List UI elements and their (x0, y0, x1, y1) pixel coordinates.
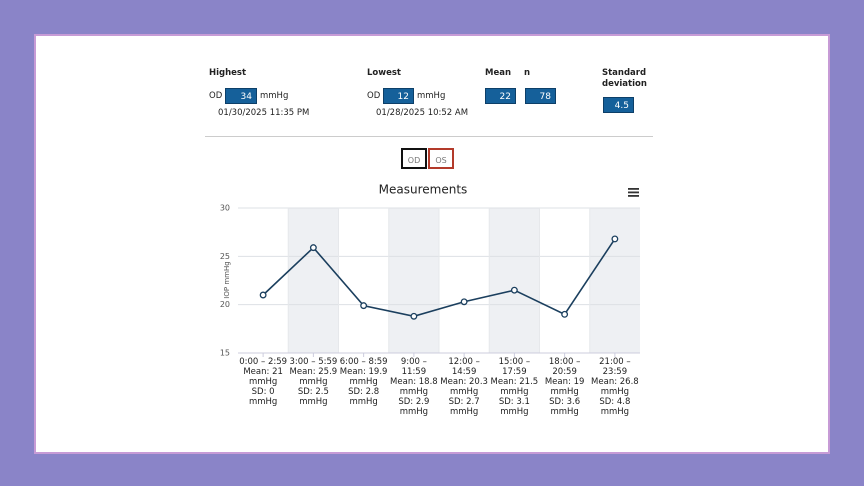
point (259, 291, 267, 299)
point (410, 312, 418, 320)
category-detail: SD: 2.8 mmHg (348, 387, 380, 407)
category-detail: SD: 3.6 mmHg (549, 397, 581, 417)
category-detail-box: Mean: 25.9 mmHg (288, 367, 338, 387)
menu-bar (628, 195, 639, 197)
category-detail: Mean: 21.5 mmHg (490, 377, 539, 397)
point (360, 302, 368, 310)
stat-label: n (524, 68, 531, 78)
stat-label: Highest (209, 68, 247, 78)
x-tick-label: 3:00 – 5:59 (289, 357, 338, 367)
y-tick-label: 30 (220, 204, 230, 213)
category-detail-box: SD: 4.8 mmHg (590, 397, 640, 417)
category-detail: SD: 0 mmHg (248, 387, 278, 407)
category-detail-box: SD: 2.9 mmHg (389, 397, 439, 417)
x-tick-label: 15:00 – 17:59 (498, 357, 531, 377)
x-tick-label: 9:00 – 11:59 (400, 357, 427, 377)
category-detail: Mean: 20.3 mmHg (440, 377, 488, 397)
menu-bar (628, 188, 639, 190)
x-tick-label: 18:00 – 20:59 (548, 357, 581, 377)
eye-label: OD (209, 91, 223, 101)
y-tick-label: 25 (220, 252, 230, 261)
stat-label: Standard deviation (602, 68, 647, 89)
point (611, 235, 619, 243)
point (561, 310, 569, 318)
category-detail: SD: 2.5 mmHg (297, 387, 329, 407)
category-detail: Mean: 18.8 mmHg (390, 377, 438, 397)
x-tick-label: 12:00 – 14:59 (448, 357, 480, 377)
category-detail-box: Mean: 21.5 mmHg (489, 377, 539, 397)
unit: mmHg (260, 91, 289, 101)
category-detail-box: Mean: 21 mmHg (238, 367, 288, 387)
y-tick-label: 20 (220, 300, 230, 309)
category-detail-box: Mean: 18.8 mmHg (389, 377, 439, 397)
x-tick-label: 21:00 – 23:59 (599, 357, 631, 377)
band-shade (288, 208, 339, 353)
point (309, 244, 317, 252)
category-detail: SD: 3.1 mmHg (498, 397, 530, 417)
line (262, 238, 616, 318)
category-detail-box: SD: 0 mmHg (238, 387, 288, 407)
menu-icon[interactable] (628, 188, 639, 197)
od-button[interactable]: OD (401, 148, 427, 169)
point (460, 298, 468, 306)
category-detail-box: Mean: 19.9 mmHg (339, 367, 389, 387)
plot-background (288, 208, 640, 353)
category-detail: Mean: 19.9 mmHg (339, 367, 388, 387)
category-detail-box: SD: 3.1 mmHg (489, 397, 539, 417)
x-tick-label: 6:00 – 8:59 (339, 357, 388, 367)
category-detail: SD: 2.7 mmHg (448, 397, 480, 417)
y-axis-label: IOP mmHg (223, 261, 231, 298)
chart-title: Measurements (379, 183, 468, 197)
stat-value: 22 (485, 88, 516, 104)
band-shade (388, 208, 439, 353)
divider (205, 136, 653, 137)
category-detail-box: SD: 3.6 mmHg (540, 397, 590, 417)
category-detail-box: SD: 2.7 mmHg (439, 397, 489, 417)
category-detail-box: SD: 2.5 mmHg (288, 387, 338, 407)
stat-value: 12 (383, 88, 414, 104)
band-shade (489, 208, 540, 353)
band-shade (589, 208, 640, 353)
category-detail: Mean: 26.8 mmHg (591, 377, 639, 397)
unit: mmHg (417, 91, 446, 101)
os-button[interactable]: OS (428, 148, 454, 169)
category-detail: SD: 2.9 mmHg (398, 397, 430, 417)
category-detail-box: Mean: 26.8 mmHg (590, 377, 640, 397)
date: 01/30/2025 11:35 PM (218, 108, 310, 118)
stat-value: 34 (225, 88, 257, 104)
category-detail: Mean: 19 mmHg (544, 377, 585, 397)
category-detail: SD: 4.8 mmHg (599, 397, 631, 417)
category-detail: Mean: 21 mmHg (243, 367, 283, 387)
y-tick-label: 15 (220, 349, 230, 358)
category-detail-box: Mean: 19 mmHg (540, 377, 590, 397)
stat-label: Mean (485, 68, 512, 78)
stat-value: 78 (525, 88, 556, 104)
point (510, 286, 518, 294)
stat-label: Lowest (367, 68, 401, 78)
x-tick-label: 0:00 – 2:59 (239, 357, 288, 367)
eye-label: OD (367, 91, 381, 101)
category-detail-box: Mean: 20.3 mmHg (439, 377, 489, 397)
menu-bar (628, 191, 639, 194)
stat-value: 4.5 (603, 97, 634, 113)
date: 01/28/2025 10:52 AM (376, 108, 469, 118)
category-detail: Mean: 25.9 mmHg (289, 367, 338, 387)
category-detail-box: SD: 2.8 mmHg (339, 387, 389, 407)
